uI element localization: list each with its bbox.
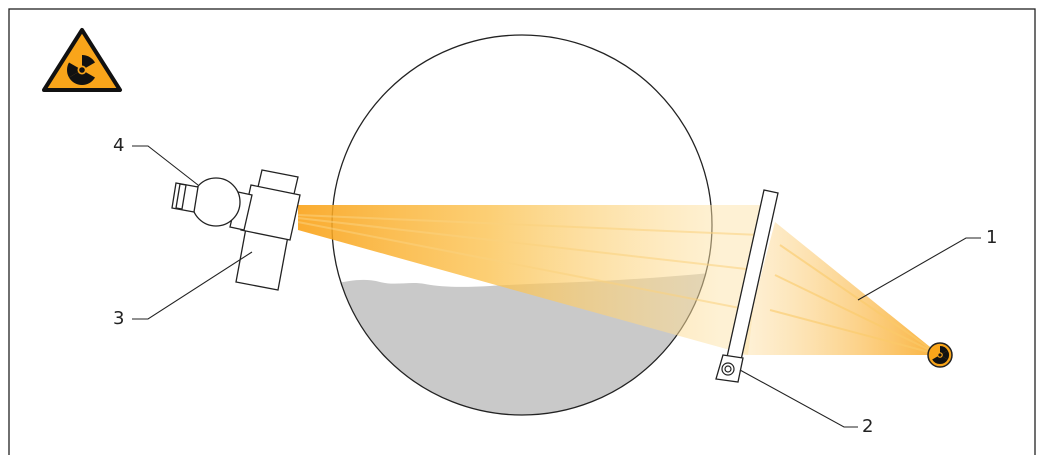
- detector: [229, 169, 301, 291]
- radiation-source-icon: [927, 342, 953, 368]
- callout-2: 2: [862, 416, 874, 437]
- radiation-warning-icon: [42, 28, 122, 92]
- leader-2: [739, 369, 858, 428]
- callout-1: 1: [986, 227, 998, 248]
- leader-3: [132, 251, 253, 320]
- beam-main: [298, 205, 765, 355]
- leader-1: [857, 237, 981, 301]
- source-rod: [715, 189, 779, 383]
- callout-3: 3: [113, 308, 125, 329]
- transmitter-head: [171, 177, 241, 227]
- diagram-frame: [8, 8, 1036, 455]
- leader-4: [132, 145, 199, 186]
- callout-4: 4: [113, 135, 125, 156]
